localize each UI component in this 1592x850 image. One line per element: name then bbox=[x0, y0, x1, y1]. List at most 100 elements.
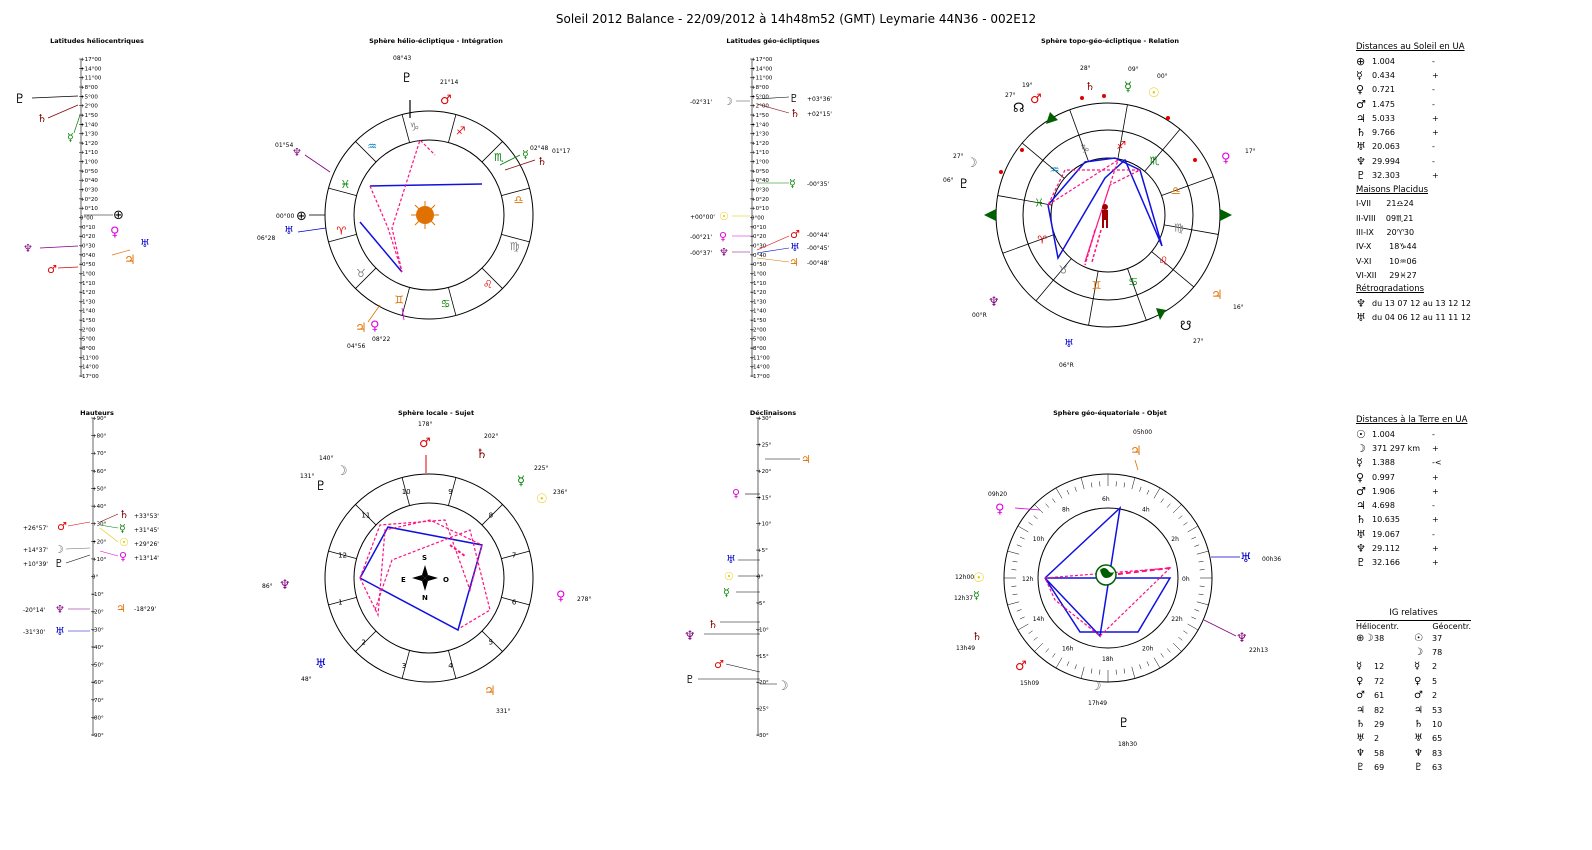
scale-tick-label: +10° bbox=[757, 522, 772, 528]
scale-tick-label: +0°30 bbox=[751, 188, 769, 194]
svg-text:236°: 236° bbox=[553, 489, 567, 496]
svg-text:☉: ☉ bbox=[119, 536, 129, 549]
svg-text:86°: 86° bbox=[262, 583, 273, 590]
topo-sphere: ♑ ♐ ♏ ♎ ♍ ♌ ♋ ♊ ♉ ♈ ♓ ♒ ♄ 28° ☿ 09° ☉ 00° ♂ 19° ☊ 2… bbox=[943, 65, 1256, 369]
ring-label: ♎ bbox=[514, 193, 524, 206]
scale-tick-label: 0° bbox=[757, 575, 763, 581]
ig-title: IG relatives bbox=[1389, 608, 1438, 619]
svg-text:☿: ☿ bbox=[973, 589, 980, 602]
scale-tick-label: -0°20 bbox=[751, 234, 767, 240]
scale-tick-label: +5°00 bbox=[751, 94, 769, 100]
scale-tick-label: +60° bbox=[92, 469, 107, 475]
hour-label: 10h bbox=[1033, 536, 1045, 543]
scale-tick-label: -1°30 bbox=[80, 299, 96, 305]
scale-tick-label: -1°20 bbox=[80, 290, 96, 296]
svg-text:-00°37': -00°37' bbox=[690, 250, 712, 257]
scale-tick-label: 0°00 bbox=[80, 216, 94, 222]
svg-text:N: N bbox=[422, 594, 428, 602]
svg-text:♇: ♇ bbox=[789, 92, 799, 105]
ring-label: ♒ bbox=[367, 140, 377, 153]
svg-text:-00°48': -00°48' bbox=[807, 260, 829, 267]
distance-row: ☉ 1.004- bbox=[1356, 427, 1435, 441]
svg-text:331°: 331° bbox=[496, 708, 510, 715]
svg-text:☉: ☉ bbox=[536, 492, 548, 507]
scale-tick-label: -0°30 bbox=[80, 243, 96, 249]
svg-text:09h20: 09h20 bbox=[988, 491, 1007, 498]
maison-row: III-IX 20♈30 bbox=[1356, 227, 1415, 237]
scale-tick-label: -2°00 bbox=[751, 327, 767, 333]
scale-tick-label: +30° bbox=[92, 522, 107, 528]
scale-tick-label: +25° bbox=[757, 442, 772, 448]
hour-label: 8h bbox=[1062, 507, 1070, 514]
ring-label: ♏ bbox=[1150, 155, 1160, 168]
scale-tick-label: +20° bbox=[757, 469, 772, 475]
scale-tick-label: +14°00 bbox=[751, 66, 773, 72]
scale-tick-label: -8°00 bbox=[80, 346, 96, 352]
scale-tick-label: +30° bbox=[757, 416, 772, 422]
svg-text:♀: ♀ bbox=[995, 502, 1005, 517]
ring-label: ♈ bbox=[1037, 233, 1047, 246]
ig-row: ♅ 2 ♅ 65 bbox=[1356, 733, 1443, 745]
hour-label: 12h bbox=[1022, 576, 1034, 583]
ring-label: ♈ bbox=[336, 225, 346, 238]
title-hauteurs: Hauteurs bbox=[80, 409, 114, 417]
scale-tick-label: -1°50 bbox=[751, 318, 767, 324]
svg-text:♂: ♂ bbox=[57, 520, 67, 533]
pluto-glyph: ♇ bbox=[14, 92, 26, 107]
page-title: Soleil 2012 Balance - 22/09/2012 à 14h48… bbox=[555, 12, 1037, 26]
hour-label: 22h bbox=[1171, 616, 1183, 623]
svg-text:♂: ♂ bbox=[1030, 92, 1042, 107]
svg-text:17h49: 17h49 bbox=[1088, 700, 1107, 707]
svg-text:♇: ♇ bbox=[401, 71, 413, 86]
scale-tick-label: -70° bbox=[92, 698, 104, 704]
svg-text:☿: ☿ bbox=[119, 522, 126, 535]
scale-tick-label: -30° bbox=[92, 627, 104, 633]
scale-tick-label: +5° bbox=[757, 548, 768, 554]
svg-text:00°00: 00°00 bbox=[276, 213, 294, 220]
svg-text:278°: 278° bbox=[577, 596, 591, 603]
svg-text:♃: ♃ bbox=[801, 453, 811, 466]
right-panel: Distances au Soleil en UA ⊕ 1.004- ☿ 0.434 +… bbox=[1356, 40, 1506, 775]
svg-text:♇: ♇ bbox=[685, 673, 695, 686]
svg-text:♂: ♂ bbox=[419, 436, 431, 451]
maison-row: VI-XII 29♓27 bbox=[1356, 270, 1417, 280]
distance-row: ♂ 1.906 + bbox=[1356, 484, 1439, 498]
house-number: 11 bbox=[361, 511, 370, 519]
saturn-glyph: ♄ bbox=[37, 112, 47, 125]
scale-tick-label: +0°30 bbox=[80, 188, 98, 194]
svg-text:♃: ♃ bbox=[116, 602, 126, 615]
scale-tick-label: -10° bbox=[92, 592, 104, 598]
scale-tick-label: +5°00 bbox=[80, 94, 98, 100]
svg-text:13h49: 13h49 bbox=[956, 645, 975, 652]
svg-text:☿: ☿ bbox=[517, 474, 525, 489]
mercury-glyph: ☿ bbox=[67, 131, 74, 144]
ring-label: ♏ bbox=[494, 151, 504, 164]
helio-lat-planets: ♇ ♄ ☿ ⊕ ♀ ♅ ♆ ♃ ♂ bbox=[14, 92, 150, 276]
scale-tick-label: +1°20 bbox=[751, 141, 769, 147]
scale-tick-label: -1°30 bbox=[751, 299, 767, 305]
svg-text:♃: ♃ bbox=[484, 684, 496, 699]
scale-tick-label: +0°40 bbox=[80, 178, 98, 184]
scale-tick-label: +8°00 bbox=[751, 85, 769, 91]
svg-text:♃: ♃ bbox=[1211, 288, 1223, 303]
svg-text:♂: ♂ bbox=[1015, 659, 1027, 674]
scale-tick-label: +0°10 bbox=[751, 206, 769, 212]
scale-tick-label: +0°20 bbox=[80, 197, 98, 203]
distance-row: ♃ 5.033 + bbox=[1356, 111, 1439, 125]
svg-text:00°R: 00°R bbox=[972, 312, 987, 319]
svg-text:06°R: 06°R bbox=[1059, 362, 1074, 369]
retro-list: ♆ du 13 07 12 au 13 12 12 ♅ du 04 06 12 au … bbox=[1356, 296, 1506, 325]
scale-tick-label: +1°10 bbox=[751, 150, 769, 156]
scale-tick-label: +1°40 bbox=[80, 122, 98, 128]
ring-label: ♐ bbox=[1116, 139, 1126, 152]
scale-tick-label: -11°00 bbox=[80, 355, 99, 361]
svg-text:06°: 06° bbox=[943, 177, 954, 184]
ring-label: ♌ bbox=[483, 278, 493, 291]
ig-col1: Héliocentr. bbox=[1356, 622, 1399, 632]
svg-text:♄: ♄ bbox=[1085, 80, 1095, 93]
scale-tick-label: +1°30 bbox=[751, 132, 769, 138]
svg-text:48°: 48° bbox=[301, 676, 312, 683]
compass-rose-icon: S E O N bbox=[401, 554, 449, 602]
scale-tick-label: -0°30 bbox=[751, 243, 767, 249]
scale-tick-label: +1°40 bbox=[751, 122, 769, 128]
